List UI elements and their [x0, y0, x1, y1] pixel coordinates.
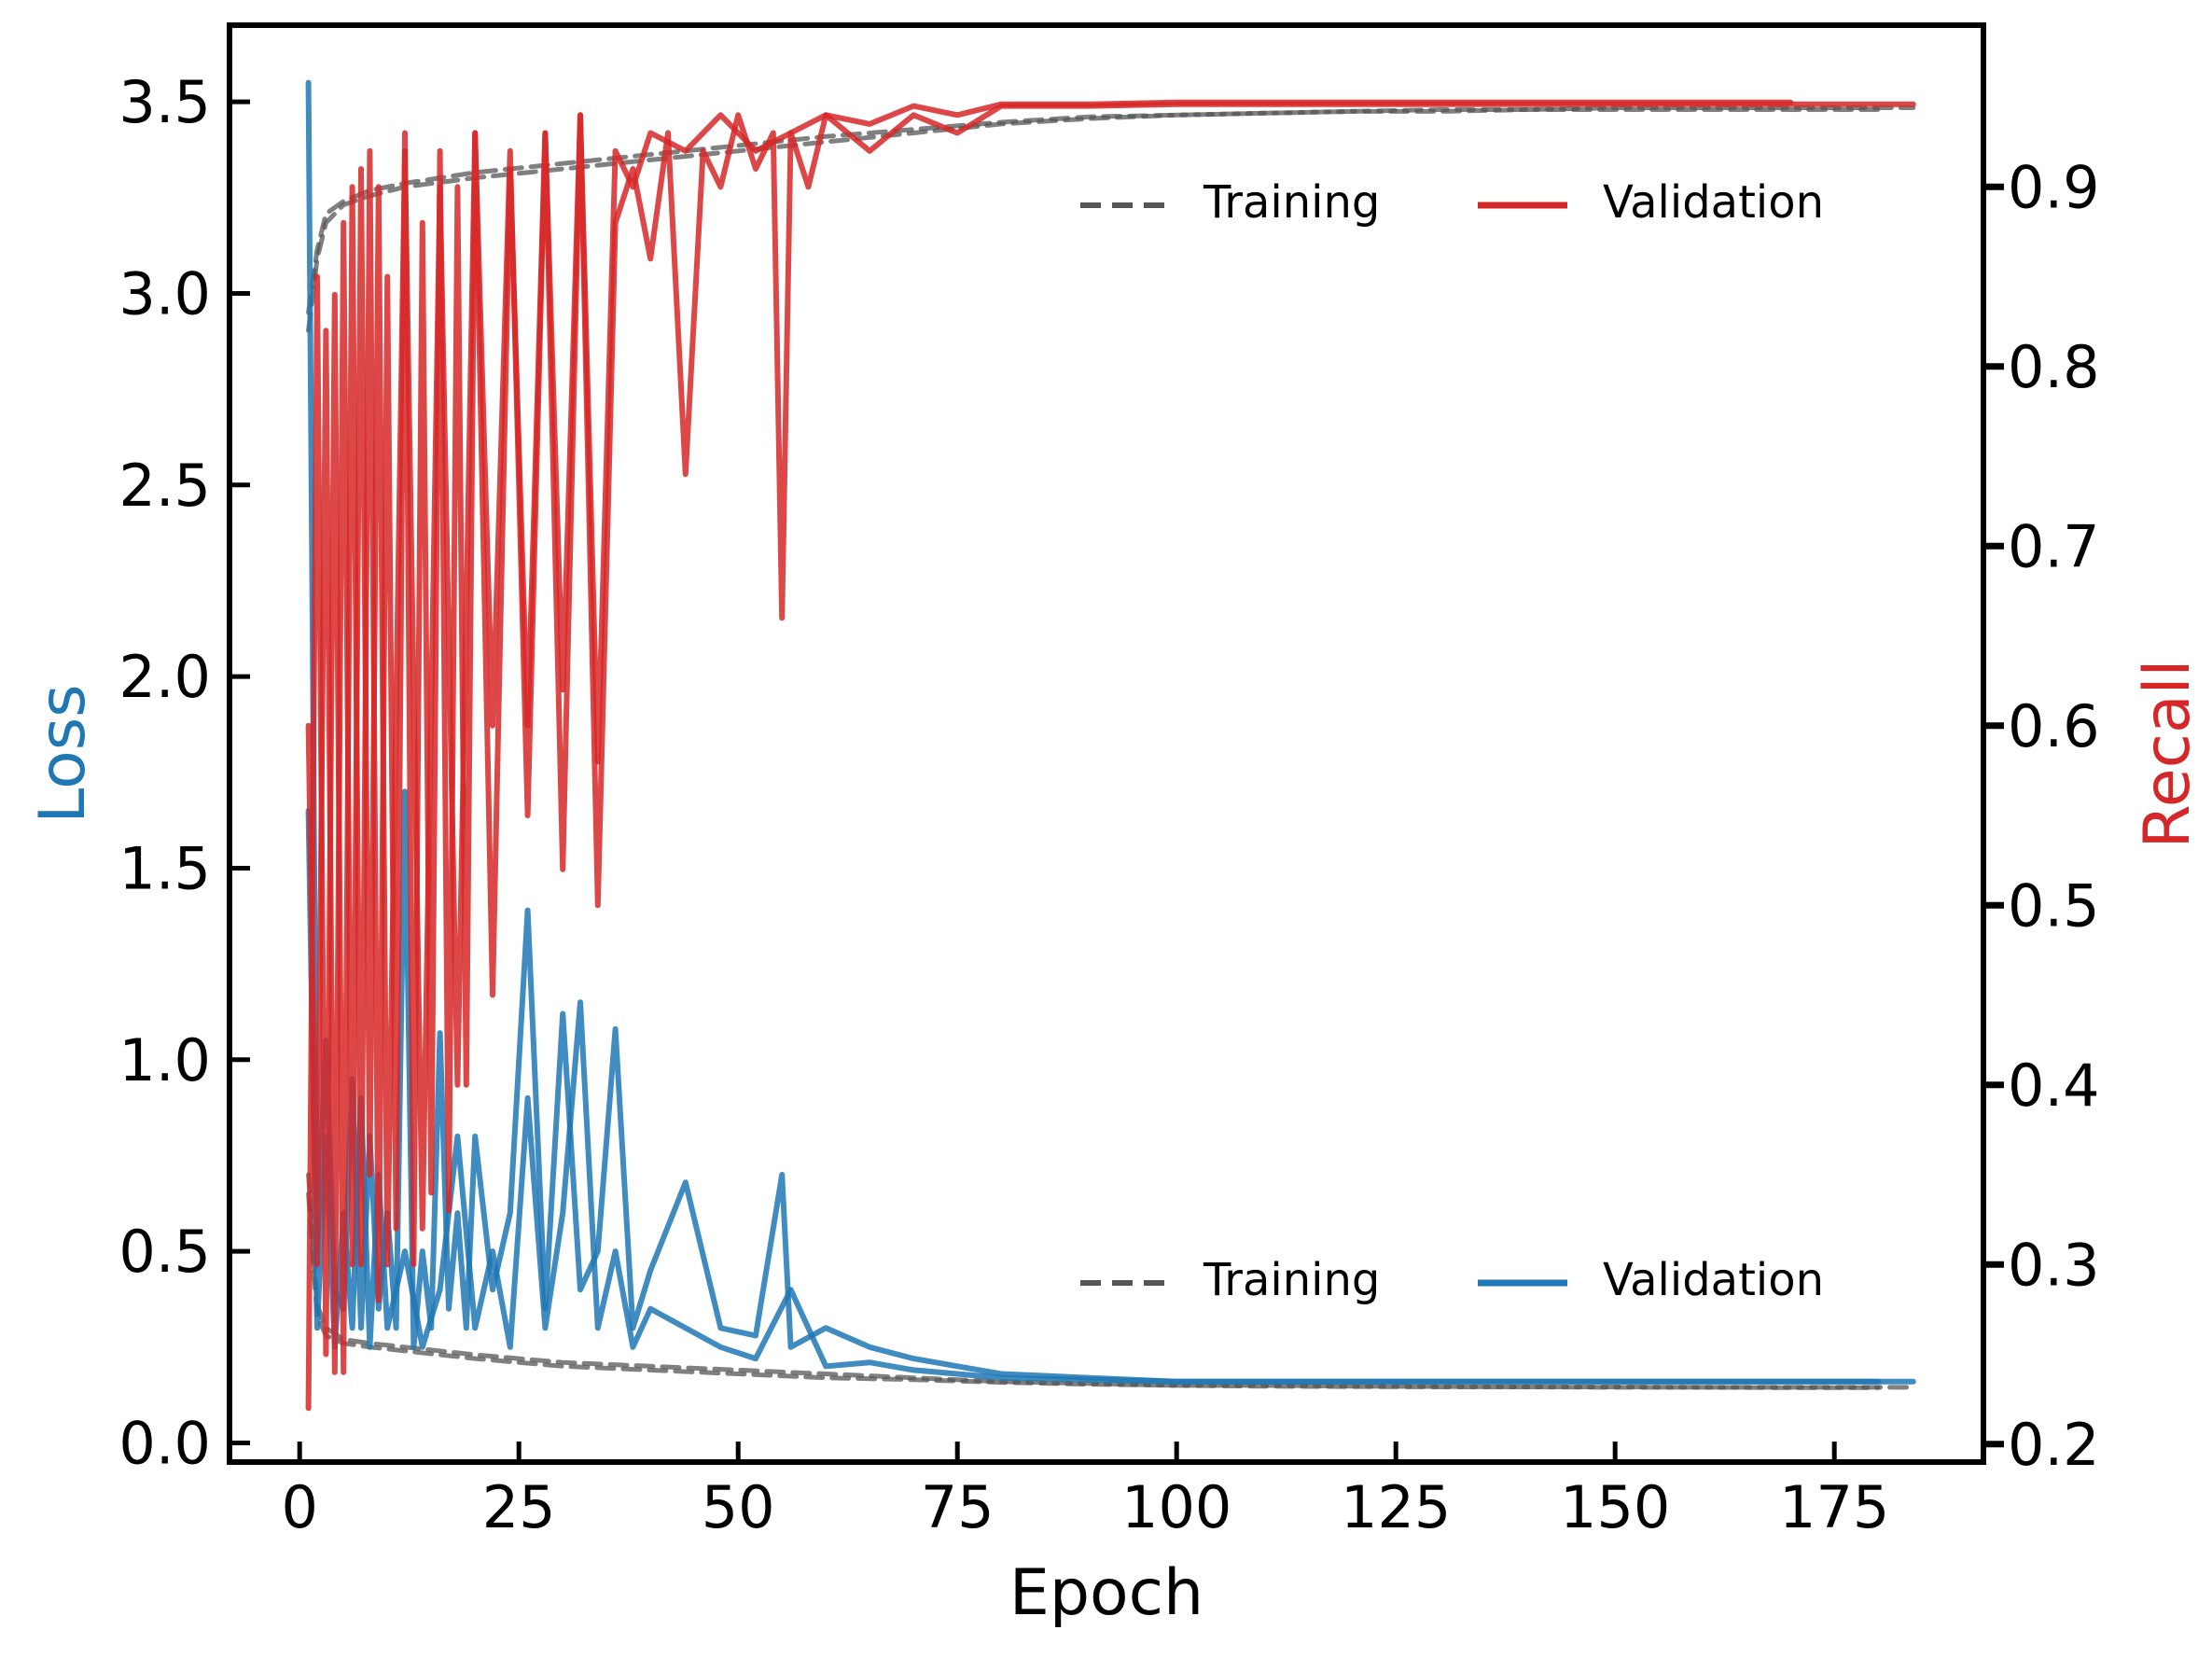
plot-frame [227, 22, 1986, 1465]
left-axis-label: Loss [26, 684, 100, 823]
right-axis-ticks: 0.2 0.3 0.4 0.5 0.6 0.7 0.8 0.9 [1983, 153, 2100, 1479]
right-tick-label: 0.9 [2008, 153, 2100, 221]
x-tick-label: 50 [702, 1473, 775, 1541]
left-tick-label: 2.5 [118, 452, 211, 520]
x-tick-label: 175 [1779, 1473, 1889, 1541]
right-tick-label: 0.8 [2008, 333, 2100, 401]
series-line-1 [306, 1191, 1881, 1390]
right-tick-label: 0.5 [2008, 871, 2100, 940]
left-tick-label: 1.0 [118, 1026, 211, 1094]
left-tick-label: 3.0 [118, 259, 211, 327]
x-axis-label: Epoch [1009, 1556, 1203, 1630]
x-tick-label: 150 [1560, 1473, 1670, 1541]
left-tick-label: 3.5 [118, 68, 211, 136]
legend-recall: Training Validation [1080, 176, 1824, 229]
right-tick-label: 0.3 [2008, 1231, 2100, 1299]
series-line-2 [306, 105, 1916, 333]
x-axis-ticks: 0 25 50 75 100 125 150 175 [281, 1442, 1889, 1541]
legend-loss: Training Validation [1080, 1254, 1824, 1306]
plot-lines [305, 79, 1916, 1412]
legend-loss-validation-label: Validation [1603, 1254, 1824, 1306]
left-tick-label: 2.0 [118, 643, 211, 711]
right-axis-label: Recall [2131, 660, 2205, 849]
x-tick-label: 100 [1121, 1473, 1231, 1541]
series-line-5 [305, 807, 1882, 1385]
x-tick-label: 125 [1341, 1473, 1451, 1541]
right-tick-label: 0.6 [2008, 692, 2100, 760]
series-line-7 [305, 99, 1794, 1375]
right-tick-label: 0.2 [2008, 1411, 2100, 1479]
x-tick-label: 75 [921, 1473, 995, 1541]
left-tick-label: 0.0 [118, 1409, 211, 1477]
x-tick-label: 25 [482, 1473, 556, 1541]
left-axis-ticks: 0.0 0.5 1.0 1.5 2.0 2.5 3.0 3.5 [118, 68, 250, 1477]
left-tick-label: 1.5 [118, 834, 211, 902]
legend-loss-training-label: Training [1203, 1254, 1380, 1306]
right-tick-label: 0.4 [2008, 1052, 2100, 1120]
legend-recall-training-label: Training [1203, 176, 1380, 229]
legend-recall-validation-label: Validation [1603, 176, 1824, 229]
left-tick-label: 0.5 [118, 1218, 211, 1286]
x-tick-label: 0 [281, 1473, 317, 1541]
right-tick-label: 0.7 [2008, 512, 2100, 580]
